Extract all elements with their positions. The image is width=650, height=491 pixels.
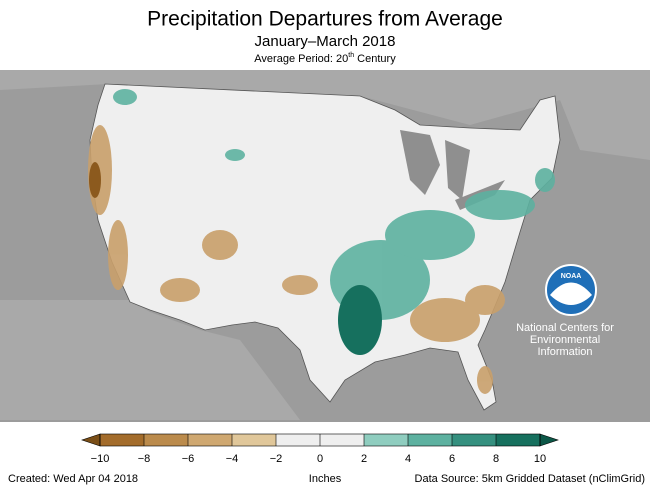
source: Data Source: 5km Gridded Dataset (nClimG… bbox=[415, 473, 645, 485]
color-bin bbox=[232, 434, 276, 446]
color-bin bbox=[320, 434, 364, 446]
logo-bird bbox=[550, 282, 592, 305]
legend: Inches −10 −8 −6 −4 −2 0 2 4 6 8 10 bbox=[81, 433, 559, 485]
color-bin bbox=[408, 434, 452, 446]
tick-label: 8 bbox=[493, 453, 499, 465]
tick-label: 6 bbox=[449, 453, 455, 465]
logo-text: National Centers forEnvironmentalInforma… bbox=[516, 322, 614, 358]
tick-label: −2 bbox=[270, 453, 283, 465]
title: Precipitation Departures from Average bbox=[147, 8, 503, 31]
color-bin bbox=[188, 434, 232, 446]
tick-label: −8 bbox=[138, 453, 151, 465]
logo-line: Environmental bbox=[530, 334, 600, 346]
color-bin bbox=[452, 434, 496, 446]
tick-label: 2 bbox=[361, 453, 367, 465]
color-bin bbox=[276, 434, 320, 446]
period-text: Average Period: 20 bbox=[254, 53, 348, 65]
color-bin bbox=[144, 434, 188, 446]
map: NOAA National Centers forEnvironmentalIn… bbox=[0, 70, 650, 422]
period: Average Period: 20th Century bbox=[254, 52, 396, 65]
tick-label: 4 bbox=[405, 453, 411, 465]
tick-label: −6 bbox=[182, 453, 195, 465]
logo-badge: NOAA bbox=[561, 273, 582, 280]
period-text: Century bbox=[354, 53, 396, 65]
tick-label: −10 bbox=[91, 453, 110, 465]
mexico bbox=[0, 300, 300, 420]
tick-label: 10 bbox=[534, 453, 546, 465]
great-lakes bbox=[400, 130, 505, 210]
color-bin bbox=[364, 434, 408, 446]
tick-label: −4 bbox=[226, 453, 239, 465]
color-bin bbox=[496, 434, 540, 446]
dry-core bbox=[89, 162, 101, 198]
created: Created: Wed Apr 04 2018 bbox=[8, 473, 138, 485]
legend-unit: Inches bbox=[309, 473, 342, 485]
subtitle: January–March 2018 bbox=[255, 33, 396, 50]
wet-core bbox=[338, 285, 382, 355]
canada bbox=[0, 70, 650, 160]
logo-line: National Centers for bbox=[516, 322, 614, 334]
logo-line: Information bbox=[537, 346, 592, 358]
period-sup: th bbox=[348, 52, 354, 59]
color-bin bbox=[100, 434, 144, 446]
tick-label: 0 bbox=[317, 453, 323, 465]
